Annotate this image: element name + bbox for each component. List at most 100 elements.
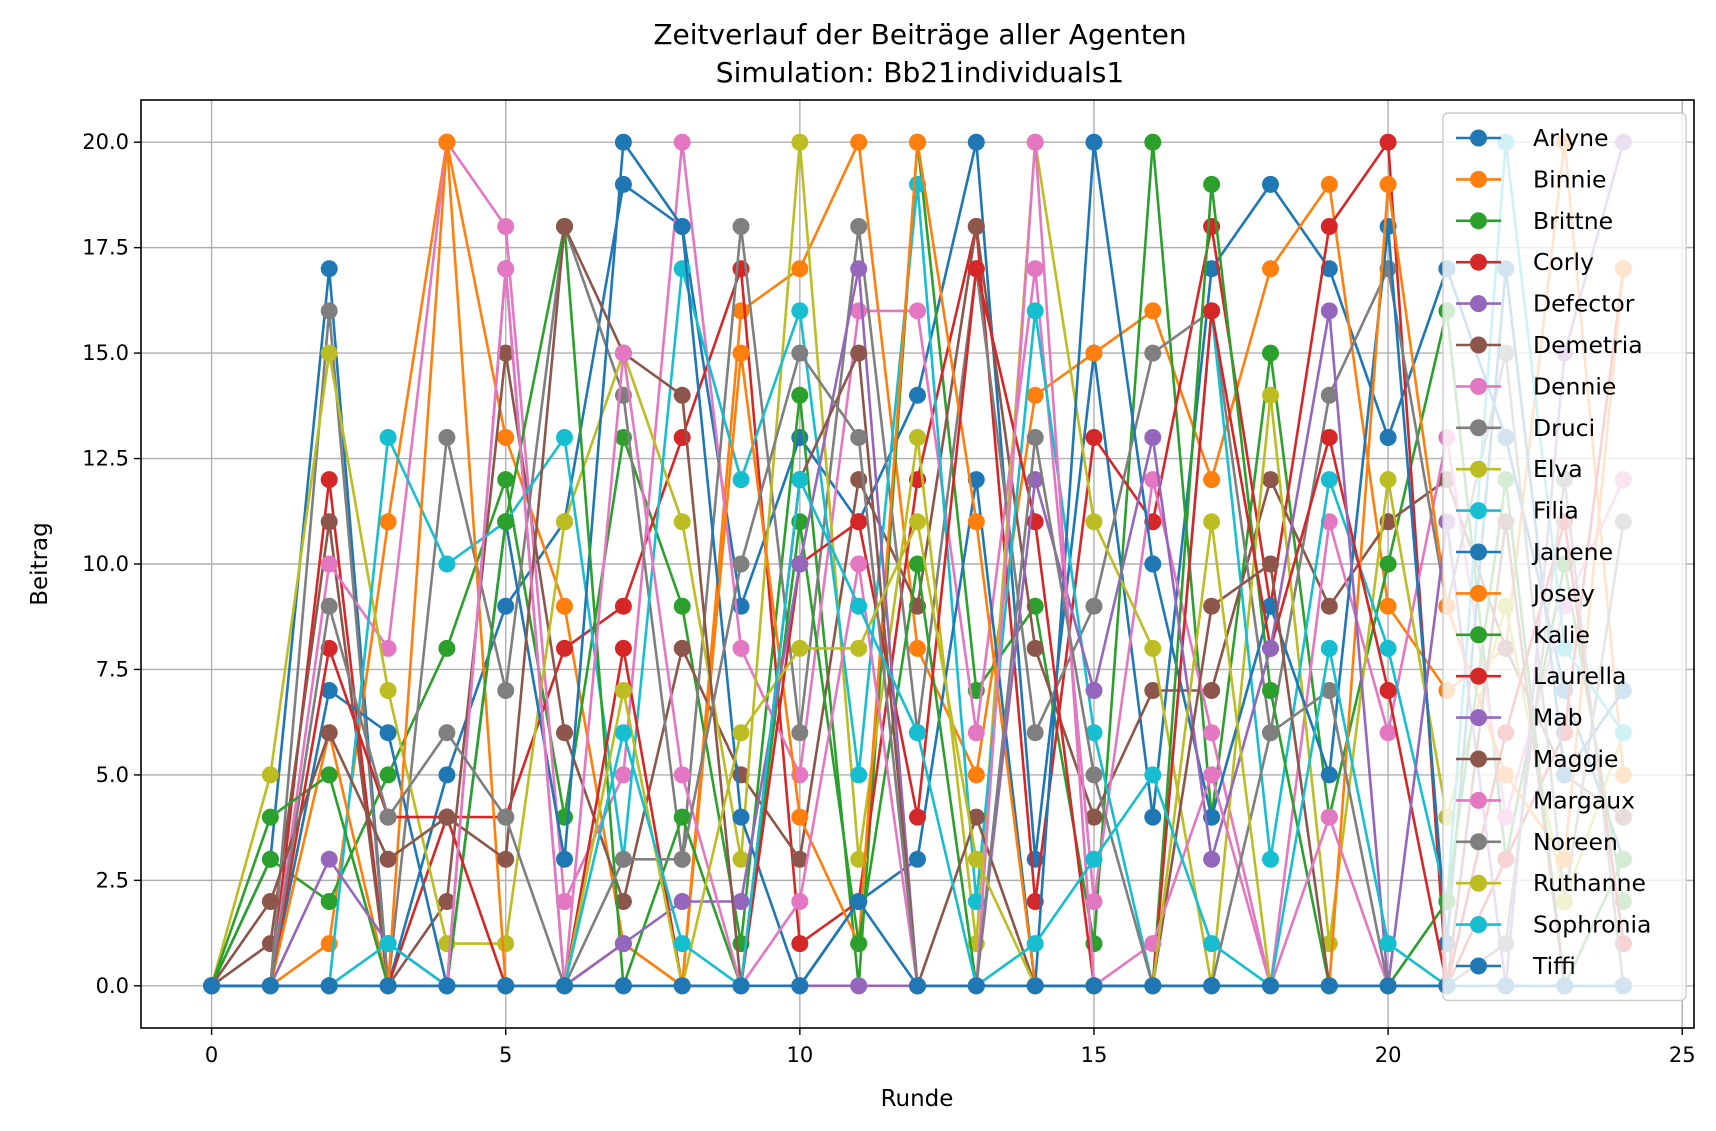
x-tick-label: 15 [1081, 1043, 1108, 1067]
data-point [556, 429, 573, 446]
legend-entry: Brittne [1456, 207, 1613, 235]
data-point [320, 555, 338, 573]
legend-label: Janene [1531, 538, 1613, 566]
data-point [1144, 682, 1162, 699]
data-point [732, 302, 750, 320]
data-point [791, 471, 809, 489]
data-point [1026, 724, 1044, 742]
data-point [556, 977, 573, 995]
data-point [1320, 386, 1338, 404]
data-point [1379, 175, 1397, 193]
data-point [261, 893, 279, 910]
y-axis-label: Beitrag [27, 522, 53, 606]
data-point [320, 471, 338, 489]
data-point [379, 766, 397, 784]
data-point [850, 977, 868, 995]
data-point [1262, 344, 1279, 362]
data-point [967, 850, 985, 868]
data-point [791, 344, 809, 362]
data-point [673, 850, 691, 868]
legend-marker [1470, 460, 1487, 478]
data-point [320, 724, 338, 742]
data-point [909, 850, 926, 868]
legend-box [1442, 112, 1687, 1002]
data-point [379, 977, 397, 995]
data-point [1262, 386, 1279, 404]
data-point [732, 639, 750, 657]
data-point [1144, 766, 1162, 784]
data-point [497, 344, 515, 362]
data-point [1085, 429, 1103, 446]
data-point [1379, 597, 1397, 615]
data-point [1203, 302, 1221, 320]
data-point [1144, 555, 1162, 573]
x-tick-label: 25 [1669, 1043, 1696, 1067]
legend-label: Binnie [1533, 165, 1606, 193]
y-tick-label: 17.5 [82, 236, 129, 260]
data-point [1262, 175, 1279, 193]
data-point [1085, 513, 1103, 531]
data-point [909, 977, 926, 995]
data-point [1262, 260, 1279, 278]
data-point [1203, 977, 1221, 995]
data-point [320, 302, 338, 320]
data-point [850, 597, 868, 615]
data-point [379, 935, 397, 953]
data-point [1379, 133, 1397, 151]
legend-marker [1470, 502, 1487, 520]
data-point [1262, 724, 1279, 742]
legend-entry: Janene [1456, 538, 1613, 566]
data-point [791, 555, 809, 573]
y-tick-label: 15.0 [82, 341, 129, 365]
data-point [556, 597, 573, 615]
legend-entry: Druci [1456, 414, 1595, 442]
data-point [967, 977, 985, 995]
data-point [438, 977, 456, 995]
legend-entry: Corly [1456, 248, 1594, 276]
data-point [614, 935, 632, 953]
y-tick-label: 0.0 [96, 974, 129, 998]
data-point [438, 555, 456, 573]
legend-label: Dennie [1533, 372, 1616, 400]
data-point [1203, 597, 1221, 615]
data-point [556, 513, 573, 531]
data-point [1085, 133, 1103, 151]
chart-title: Zeitverlauf der Beiträge aller Agenten [653, 18, 1186, 51]
data-point [556, 639, 573, 657]
data-point [850, 639, 868, 657]
data-point [791, 977, 809, 995]
data-point [1262, 471, 1279, 489]
data-point [1320, 175, 1338, 193]
data-point [1379, 977, 1397, 995]
data-point [1203, 935, 1221, 953]
data-point [1379, 682, 1397, 699]
data-point [967, 133, 985, 151]
legend-marker [1470, 957, 1487, 975]
data-point [1144, 429, 1162, 446]
legend-label: Ruthanne [1533, 869, 1646, 897]
legend-marker [1470, 626, 1487, 644]
data-point [379, 682, 397, 699]
data-point [967, 724, 985, 742]
data-point [850, 218, 868, 235]
legend: Arlyne Binnie Brittne Corly Defector Demetria… [1442, 112, 1687, 1002]
data-point [497, 935, 515, 953]
data-point [320, 344, 338, 362]
data-point [497, 429, 515, 446]
legend-marker [1470, 584, 1487, 602]
data-point [1320, 639, 1338, 657]
legend-marker [1470, 295, 1487, 313]
data-point [497, 471, 515, 489]
data-point [909, 302, 926, 320]
data-point [1262, 977, 1279, 995]
data-point [850, 513, 868, 531]
data-point [732, 471, 750, 489]
data-point [967, 893, 985, 910]
data-point [320, 766, 338, 784]
data-point [261, 850, 279, 868]
data-point [614, 133, 632, 151]
legend-entry: Mab [1456, 704, 1583, 732]
data-point [614, 977, 632, 995]
data-point [732, 218, 750, 235]
data-point [1320, 977, 1338, 995]
